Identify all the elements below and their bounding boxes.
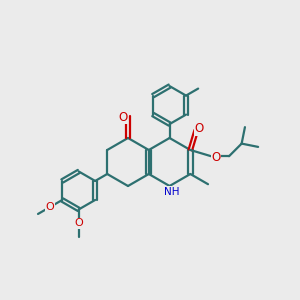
Text: NH: NH [164, 187, 179, 197]
Text: O: O [118, 111, 127, 124]
Text: O: O [74, 218, 83, 229]
Text: O: O [195, 122, 204, 135]
Text: O: O [46, 202, 55, 212]
Text: O: O [212, 151, 221, 164]
